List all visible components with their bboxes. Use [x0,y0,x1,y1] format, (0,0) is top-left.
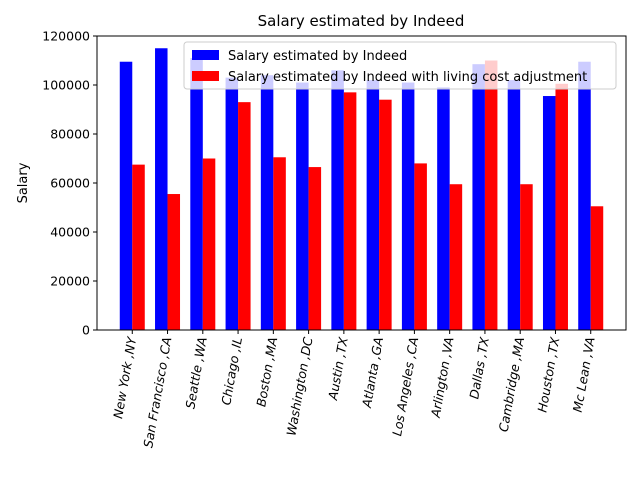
x-tick-label-10: Dallas ,TX [466,335,492,400]
x-tick-label-7: Atlanta ,GA [359,336,386,410]
x-tick-label-13: Mc Lean ,VA [570,336,598,414]
bar-adjusted-12 [555,83,568,330]
bar-indeed-5 [296,82,309,330]
bar-indeed-1 [155,48,168,330]
y-tick-label-3: 60000 [50,176,90,191]
x-tick-label-12: Houston ,TX [534,335,562,413]
bar-indeed-12 [542,96,556,330]
bar-indeed-3 [225,77,239,331]
legend-box [183,41,617,90]
bar-indeed-11 [507,80,521,330]
bars-layer [119,48,604,331]
bar-indeed-7 [366,80,380,330]
bar-indeed-0 [119,61,133,330]
y-tick-label-6: 120000 [42,29,90,44]
bar-adjusted-1 [167,194,181,330]
bar-adjusted-0 [132,164,145,331]
bar-adjusted-13 [590,206,604,330]
bar-adjusted-8 [414,163,427,330]
x-tick-label-8: Los Angeles ,CA [389,336,421,437]
y-tick-label-2: 40000 [50,225,90,240]
chart-title: Salary estimated by Indeed [258,12,465,30]
bar-indeed-9 [437,87,450,330]
y-tick-label-5: 100000 [42,78,90,93]
x-tick-label-5: Washington ,DC [283,336,315,437]
x-tick-label-3: Chicago ,IL [218,336,245,406]
legend-swatch-1 [192,71,219,81]
y-tick-label-4: 80000 [50,127,90,142]
x-tick-label-0: New York ,NY [110,335,139,420]
bar-indeed-6 [331,70,344,331]
bar-indeed-8 [401,82,415,330]
x-tick-label-4: Boston ,MA [253,336,280,408]
bar-adjusted-4 [273,157,286,330]
bar-indeed-10 [472,64,485,331]
legend: Salary estimated by Indeed Salary estimat… [183,41,617,90]
y-tick-label-0: 0 [82,323,90,338]
bar-adjusted-3 [238,102,251,331]
x-tick-label-1: San Francisco ,CA [140,336,174,449]
bar-adjusted-9 [449,184,463,330]
legend-swatch-0 [192,50,219,60]
bar-adjusted-7 [379,99,392,330]
bar-adjusted-11 [520,184,533,330]
x-tick-label-2: Seattle ,WA [182,336,209,410]
y-tick-label-1: 20000 [50,274,90,289]
bar-adjusted-5 [308,167,322,330]
bar-indeed-13 [578,61,591,330]
bar-indeed-4 [260,75,274,330]
bar-adjusted-10 [484,60,498,330]
y-axis-label: Salary [16,162,31,203]
bar-adjusted-2 [202,158,216,330]
bar-indeed-2 [190,58,203,331]
x-tick-label-6: Austin ,TX [325,335,351,401]
legend-label-0: Salary estimated by Indeed [228,49,407,64]
bar-adjusted-6 [343,92,357,330]
x-tick-label-9: Arlington ,VA [428,336,457,420]
x-tick-label-11: Cambridge ,MA [496,336,527,433]
legend-label-1: Salary estimated by Indeed with living c… [228,70,587,85]
